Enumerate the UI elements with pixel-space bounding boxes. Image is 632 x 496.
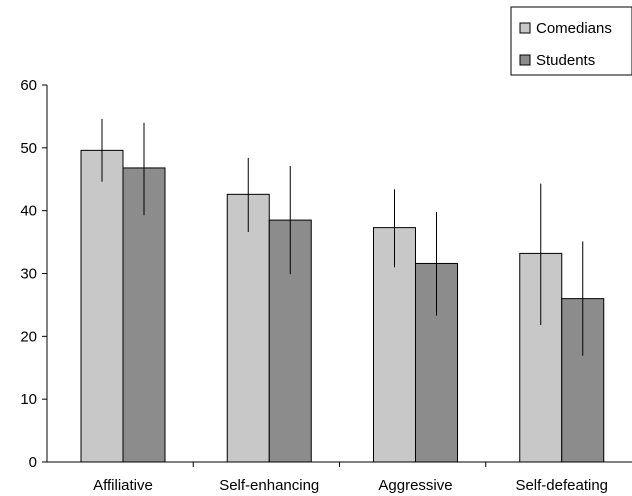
bar-comedians-affiliative: [80, 149, 124, 463]
bars-layer: [80, 149, 605, 463]
y-tick-label: 60: [20, 77, 37, 94]
legend-label-students: Students: [536, 52, 595, 69]
x-tick-label: Aggressive: [378, 477, 452, 494]
legend-box: [510, 6, 632, 76]
bar-comedians-self-enhancing: [226, 193, 270, 463]
y-ticks: 0 10 20 30 40 50 60: [20, 77, 47, 471]
y-tick-label: 40: [20, 203, 37, 220]
y-tick-label: 10: [20, 391, 37, 408]
x-ticks: Affiliative Self-enhancing Aggressive Self-…: [93, 462, 608, 494]
y-tick-label: 0: [29, 454, 37, 471]
y-tick-label: 50: [20, 140, 37, 157]
legend-swatch-comedians: [519, 22, 531, 34]
error-bars-layer: [101, 118, 584, 356]
bar-students-affiliative: [122, 167, 166, 463]
x-tick-label: Self-defeating: [515, 477, 608, 494]
x-tick-label: Affiliative: [93, 477, 153, 494]
x-tick-label: Self-enhancing: [219, 477, 319, 494]
legend-swatch-students: [519, 54, 531, 66]
legend: Comedians Students: [510, 6, 632, 76]
y-tick-label: 20: [20, 328, 37, 345]
y-tick-label: 30: [20, 266, 37, 283]
legend-label-comedians: Comedians: [536, 20, 612, 37]
